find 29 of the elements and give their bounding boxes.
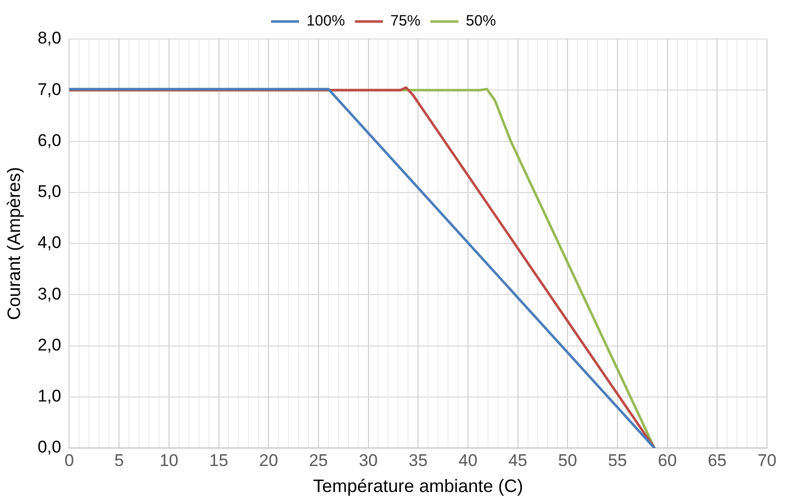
x-tick-label: 15 [209,450,228,470]
legend-label: 100% [306,12,345,30]
x-tick-label: 25 [308,450,328,470]
y-tick-label: 7,0 [38,80,62,99]
x-tick-label: 35 [408,450,428,470]
legend-label: 50% [466,12,496,30]
x-tick-label: 10 [159,450,178,470]
y-axis-title: Courant (Ampères) [4,166,24,320]
y-tick-label: 0,0 [38,438,62,457]
legend-label: 75% [390,12,420,30]
x-tick-label: 60 [658,450,677,470]
y-tick-label: 4,0 [38,233,62,252]
x-tick-label: 30 [358,450,378,470]
y-tick-label: 5,0 [38,182,62,202]
x-tick-label: 5 [114,450,124,470]
y-tick-label: 2,0 [38,335,62,354]
x-tick-label: 70 [758,450,776,470]
x-tick-label: 50 [558,450,578,470]
x-tick-label: 55 [608,450,627,470]
x-tick-label: 40 [458,450,478,470]
x-axis-title: Température ambiante (C) [313,476,524,496]
x-tick-label: 0 [64,450,74,470]
x-tick-label: 65 [708,450,727,470]
y-tick-label: 8,0 [38,28,62,48]
y-tick-label: 3,0 [38,284,62,304]
x-tick-label: 20 [259,450,278,470]
y-tick-label: 6,0 [38,130,62,150]
x-tick-label: 45 [508,450,528,470]
y-tick-label: 1,0 [38,386,62,406]
